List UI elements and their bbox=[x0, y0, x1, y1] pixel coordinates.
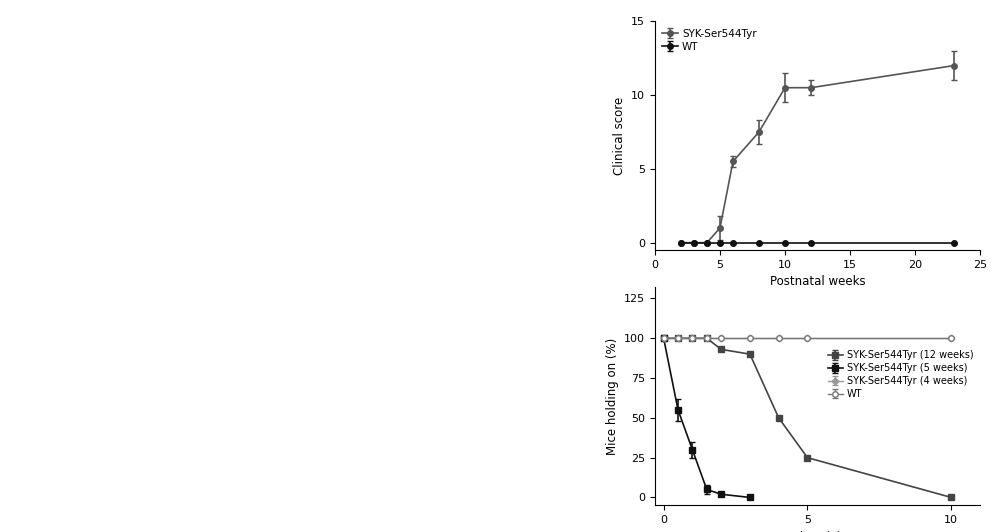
Legend: SYK-Ser544Tyr (12 weeks), SYK-Ser544Tyr (5 weeks), SYK-Ser544Tyr (4 weeks), WT: SYK-Ser544Tyr (12 weeks), SYK-Ser544Tyr … bbox=[826, 348, 975, 401]
Legend: SYK-Ser544Tyr, WT: SYK-Ser544Tyr, WT bbox=[660, 27, 759, 54]
Y-axis label: Mice holding on (%): Mice holding on (%) bbox=[606, 338, 619, 455]
X-axis label: Time (s): Time (s) bbox=[793, 531, 842, 532]
X-axis label: Postnatal weeks: Postnatal weeks bbox=[770, 276, 865, 288]
Y-axis label: Clinical score: Clinical score bbox=[613, 96, 626, 175]
